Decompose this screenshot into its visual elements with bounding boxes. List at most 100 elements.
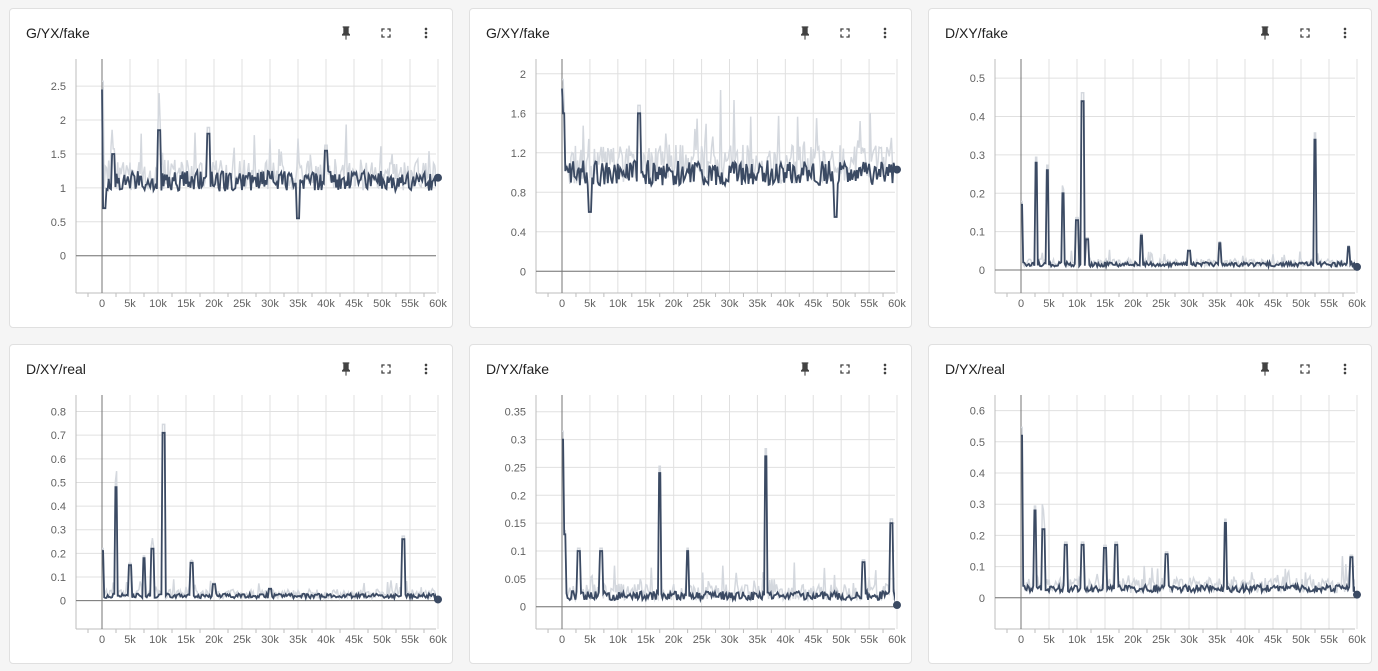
card-title: G/XY/fake (486, 25, 550, 41)
pin-icon[interactable] (793, 357, 817, 381)
x-tick-label: 10k (609, 298, 627, 310)
x-tick-label: 25k (693, 298, 711, 310)
x-tick-label: 10k (1068, 634, 1086, 646)
x-tick-label: 40k (317, 298, 335, 310)
line-chart[interactable]: 0 5k 10k 15k 20k 25k 30k 35k 40k 45k 50k 55k 60k 0 0.4… (470, 53, 913, 323)
chart-card: D/YX/real 0 5k 10k 15k 20k 25k 30k 35k 40k 45k 50k… (928, 344, 1372, 664)
y-tick-label: 0 (979, 265, 985, 277)
last-point-marker (893, 165, 901, 174)
x-tick-label: 60k (1348, 634, 1366, 646)
card-title: D/XY/fake (945, 25, 1009, 41)
x-tick-label: 30k (721, 298, 739, 310)
x-tick-label: 45k (1264, 634, 1282, 646)
x-tick-label: 35k (289, 298, 307, 310)
x-tick-label: 25k (233, 634, 251, 646)
more-vert-icon[interactable] (1333, 357, 1357, 381)
x-tick-label: 25k (1152, 634, 1170, 646)
more-vert-icon[interactable] (873, 21, 897, 45)
x-tick-label: 40k (776, 298, 794, 310)
x-tick-label: 15k (1096, 634, 1114, 646)
y-tick-label: 0.2 (970, 530, 985, 542)
x-tick-label: 45k (345, 298, 363, 310)
x-tick-label: 40k (1236, 634, 1254, 646)
x-tick-label: 10k (149, 634, 167, 646)
fullscreen-icon[interactable] (1293, 357, 1317, 381)
x-tick-label: 15k (177, 298, 195, 310)
x-tick-label: 55k (1320, 298, 1338, 310)
chart-card: D/YX/fake 0 5k 10k 15k 20k 25k 30k 35k 40k 45k 50k… (469, 344, 912, 664)
y-tick-label: 0.5 (51, 217, 66, 229)
line-chart[interactable]: 0 5k 10k 15k 20k 25k 30k 35k 40k 45k 50k 55k 60k 0 0.1… (929, 389, 1373, 659)
pin-icon[interactable] (793, 21, 817, 45)
x-tick-label: 20k (1124, 634, 1142, 646)
more-vert-icon[interactable] (1333, 21, 1357, 45)
y-tick-label: 0.4 (970, 112, 985, 124)
x-tick-label: 30k (261, 298, 279, 310)
x-tick-label: 15k (637, 634, 655, 646)
x-tick-label: 50k (373, 634, 391, 646)
x-tick-label: 35k (1208, 634, 1226, 646)
card-title: D/YX/fake (486, 361, 550, 377)
x-tick-label: 50k (1292, 298, 1310, 310)
y-tick-label: 0 (520, 266, 526, 278)
fullscreen-icon[interactable] (833, 357, 857, 381)
y-tick-label: 1 (60, 183, 66, 195)
x-tick-label: 50k (832, 298, 850, 310)
smoothed-series-line (1021, 434, 1355, 596)
y-tick-label: 2.5 (51, 81, 66, 93)
x-tick-label: 30k (261, 634, 279, 646)
y-tick-label: 0.8 (511, 187, 526, 199)
x-tick-label: 10k (149, 298, 167, 310)
more-vert-icon[interactable] (414, 357, 438, 381)
x-tick-label: 25k (693, 634, 711, 646)
y-tick-label: 2 (520, 69, 526, 81)
y-tick-label: 0.8 (51, 407, 66, 419)
y-tick-label: 0.3 (970, 499, 985, 511)
y-tick-label: 0.35 (505, 407, 526, 419)
x-tick-label: 10k (1068, 298, 1086, 310)
card-title: D/YX/real (945, 361, 1005, 377)
fullscreen-icon[interactable] (374, 21, 398, 45)
chart-card: D/XY/real 0 5k 10k 15k 20k 25k 30k 35k 40k 45k 50k… (9, 344, 453, 664)
last-point-marker (1353, 590, 1361, 599)
pin-icon[interactable] (334, 21, 358, 45)
fullscreen-icon[interactable] (833, 21, 857, 45)
more-vert-icon[interactable] (873, 357, 897, 381)
x-tick-label: 25k (233, 298, 251, 310)
more-vert-icon[interactable] (414, 21, 438, 45)
x-tick-label: 35k (749, 634, 767, 646)
smoothed-series-line (562, 438, 895, 606)
x-tick-label: 15k (637, 298, 655, 310)
x-tick-label: 55k (1320, 634, 1338, 646)
y-tick-label: 0.1 (970, 227, 985, 239)
y-tick-label: 0.2 (970, 188, 985, 200)
x-tick-label: 0 (1018, 298, 1024, 310)
y-tick-label: 0.1 (970, 562, 985, 574)
line-chart[interactable]: 0 5k 10k 15k 20k 25k 30k 35k 40k 45k 50k 55k 60k 0 0.0… (470, 389, 913, 659)
pin-icon[interactable] (1253, 357, 1277, 381)
pin-icon[interactable] (334, 357, 358, 381)
x-tick-label: 15k (177, 634, 195, 646)
line-chart[interactable]: 0 5k 10k 15k 20k 25k 30k 35k 40k 45k 50k 55k 60k 0 0.1… (929, 53, 1373, 323)
x-tick-label: 60k (429, 298, 447, 310)
x-tick-label: 45k (1264, 298, 1282, 310)
raw-series-line (562, 78, 895, 185)
pin-icon[interactable] (1253, 21, 1277, 45)
chart-card: G/XY/fake 0 5k 10k 15k 20k 25k 30k 35k 40k 45k 50k… (469, 8, 912, 328)
line-chart[interactable]: 0 5k 10k 15k 20k 25k 30k 35k 40k 45k 50k 55k 60k 0 0.5… (10, 53, 454, 323)
x-tick-label: 0 (559, 634, 565, 646)
card-title: G/YX/fake (26, 25, 90, 41)
fullscreen-icon[interactable] (1293, 21, 1317, 45)
x-tick-label: 30k (721, 634, 739, 646)
y-tick-label: 0.25 (505, 462, 526, 474)
x-tick-label: 35k (749, 298, 767, 310)
x-tick-label: 0 (1018, 634, 1024, 646)
y-tick-label: 0 (520, 602, 526, 614)
y-tick-label: 0.5 (970, 437, 985, 449)
y-tick-label: 0.2 (51, 548, 66, 560)
x-tick-label: 40k (1236, 298, 1254, 310)
y-tick-label: 0.5 (51, 477, 66, 489)
line-chart[interactable]: 0 5k 10k 15k 20k 25k 30k 35k 40k 45k 50k 55k 60k 0 0.1… (10, 389, 454, 659)
y-tick-label: 0.7 (51, 430, 66, 442)
fullscreen-icon[interactable] (374, 357, 398, 381)
